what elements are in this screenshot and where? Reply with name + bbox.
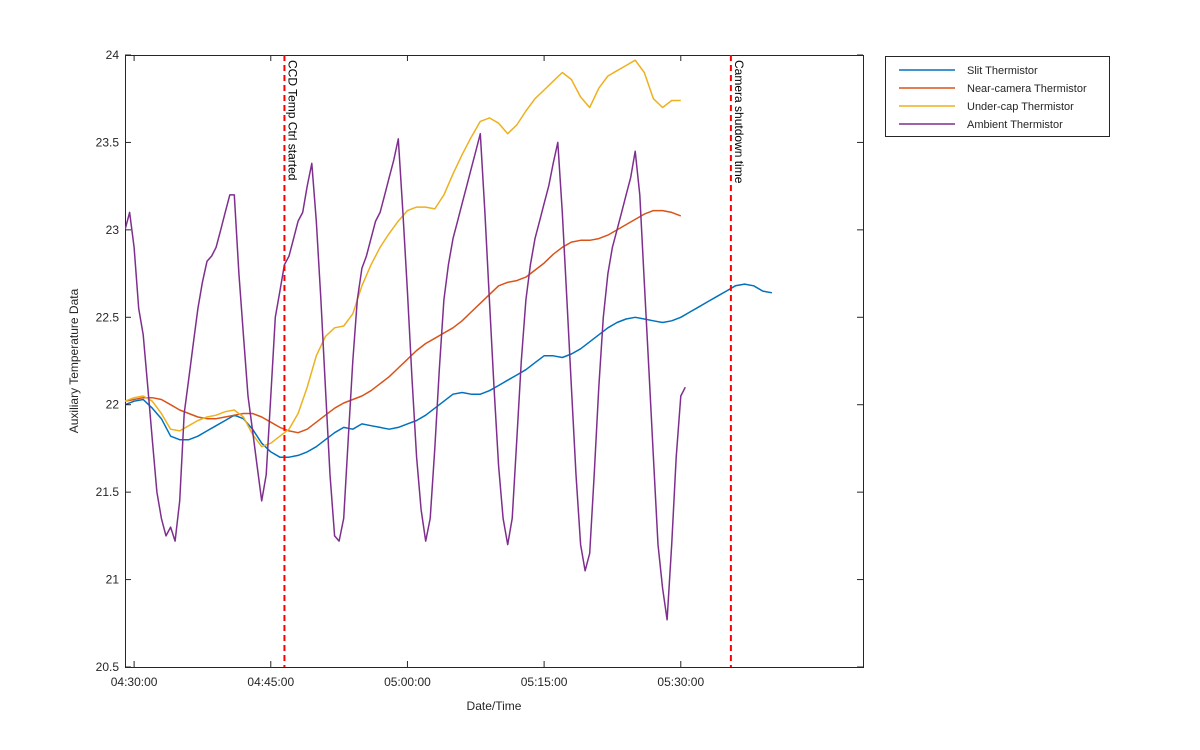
legend-label-ambient: Ambient Thermistor [967,119,1063,131]
y-tick-label: 24 [106,48,120,62]
x-tick-label: 05:00:00 [384,675,431,689]
annotation-label-2: Camera shutdown time [732,60,746,184]
annotation-layer: CCD Temp Ctrl started Camera shutdown tim… [283,55,746,667]
y-tick-label: 21.5 [96,485,120,499]
x-tick-label: 05:15:00 [521,675,568,689]
annotation-label-1: CCD Temp Ctrl started [285,60,299,180]
y-axis-title: Auxiliary Temperature Data [67,288,81,433]
y-tick-label: 22 [106,398,120,412]
legend-label-slit: Slit Thermistor [967,65,1038,77]
y-tick-label: 20.5 [96,660,120,674]
legend-label-under-cap: Under-cap Thermistor [967,101,1074,113]
plot-area [125,55,864,668]
x-axis-title: Date/Time [467,699,522,713]
y-tick-label: 22.5 [96,310,120,324]
axis-layer: 20.5 21 21.5 22 22.5 23 23.5 24 04:30:00 04:45:00… [96,48,863,689]
x-tick-label: 04:30:00 [111,675,158,689]
legend-label-near-camera: Near-camera Thermistor [967,83,1087,95]
y-tick-label: 21 [106,573,120,587]
y-tick-label: 23 [106,223,120,237]
series-line-ambient [125,132,686,621]
y-tick-label: 23.5 [96,135,120,149]
legend: Slit Thermistor Near-camera Thermistor Und… [885,56,1110,137]
series-layer [125,59,773,621]
x-tick-label: 04:45:00 [247,675,294,689]
x-tick-label: 05:30:00 [657,675,704,689]
series-line-near-camera [125,209,682,434]
